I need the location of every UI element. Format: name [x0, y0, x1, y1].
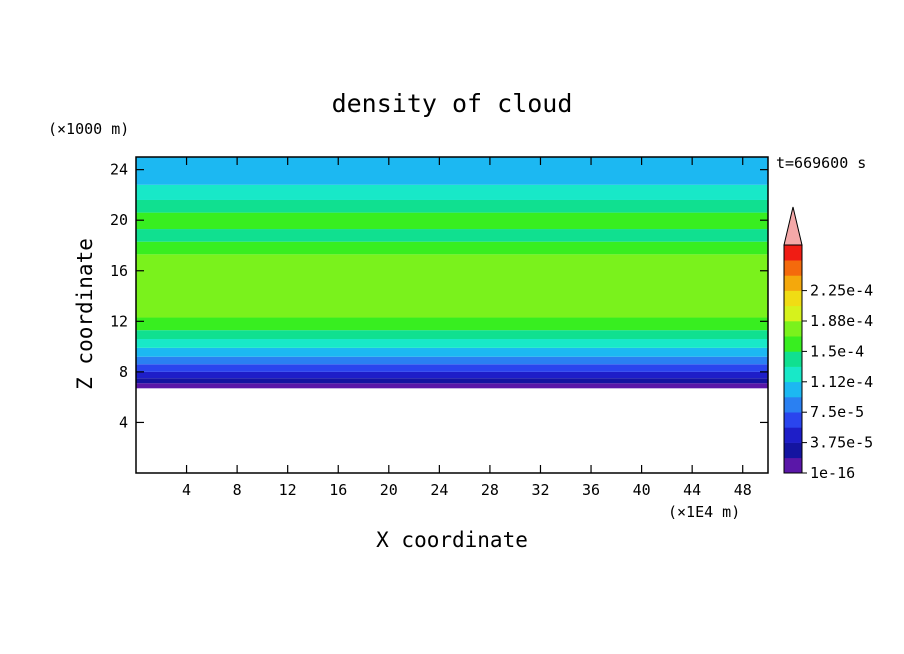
colorbar-swatch: [784, 336, 802, 352]
x-tick-label: 40: [633, 481, 651, 499]
contour-band: [136, 339, 768, 348]
contour-band: [136, 330, 768, 340]
x-tick-label: 32: [531, 481, 549, 499]
contour-plot-area: [136, 157, 768, 473]
contour-band: [136, 241, 768, 255]
time-label: t=669600 s: [776, 154, 866, 172]
colorbar-tick-label: 7.5e-5: [810, 403, 864, 421]
y-tick-label: 24: [110, 161, 128, 179]
contour-band: [136, 356, 768, 365]
y-tick-label: 16: [110, 262, 128, 280]
x-tick-label: 12: [279, 481, 297, 499]
colorbar-swatch: [784, 260, 802, 276]
x-axis-label: X coordinate: [376, 528, 528, 552]
x-tick-label: 16: [329, 481, 347, 499]
colorbar-tick-label: 1.12e-4: [810, 373, 873, 391]
colorbar-swatch: [784, 397, 802, 413]
y-tick-label: 8: [119, 363, 128, 381]
colorbar-swatch: [784, 381, 802, 398]
colorbar-tick-label: 2.25e-4: [810, 282, 873, 300]
colorbar-swatch: [784, 427, 802, 443]
colorbar-tick-label: 1.88e-4: [810, 312, 873, 330]
y-unit-label: (×1000 m): [48, 120, 129, 138]
colorbar-swatch: [784, 321, 802, 337]
y-tick-label: 12: [110, 312, 128, 330]
colorbar-extend-arrow: [783, 206, 803, 246]
colorbar-swatch: [784, 305, 802, 322]
x-tick-label: 24: [430, 481, 448, 499]
colorbar-swatch: [784, 351, 802, 367]
x-tick-label: 28: [481, 481, 499, 499]
contour-band: [136, 254, 768, 318]
contour-band: [136, 184, 768, 200]
x-tick-label: 44: [683, 481, 701, 499]
plot-frame: [135, 156, 769, 474]
contour-band: [136, 371, 768, 379]
x-tick-label: 8: [233, 481, 242, 499]
y-tick-label: 4: [119, 413, 128, 431]
colorbar-tick-label: 1e-16: [810, 464, 855, 482]
colorbar-swatch: [784, 275, 802, 291]
colorbar-swatch: [784, 245, 802, 261]
contour-band: [136, 157, 768, 160]
y-tick-label: 20: [110, 211, 128, 229]
contour-band: [136, 383, 768, 389]
contour-band: [136, 378, 768, 384]
colorbar-tick-label: 3.75e-5: [810, 434, 873, 452]
contour-band: [136, 229, 768, 242]
y-axis-label: Z coordinate: [73, 238, 97, 390]
x-tick-label: 20: [380, 481, 398, 499]
colorbar-swatch: [784, 366, 802, 383]
x-unit-label: (×1E4 m): [668, 503, 740, 521]
colorbar-tick-label: 1.5e-4: [810, 342, 864, 360]
contour-band: [136, 347, 768, 357]
x-tick-label: 36: [582, 481, 600, 499]
colorbar-swatch: [784, 412, 802, 428]
x-tick-label: 48: [734, 481, 752, 499]
contour-band: [136, 317, 768, 331]
colorbar-swatch: [784, 442, 802, 459]
chart-title: density of cloud: [332, 89, 573, 118]
contour-band: [136, 159, 768, 185]
contour-band: [136, 199, 768, 213]
contour-band: [136, 364, 768, 372]
colorbar-swatch: [784, 457, 802, 474]
colorbar-swatch: [784, 290, 802, 307]
contour-band: [136, 212, 768, 230]
colorbar: 1e-16 3.75e-5 7.5e-5 1.12e-4 1.5e-4 1.88e-4 2.…: [783, 206, 873, 482]
x-tick-label: 4: [182, 481, 191, 499]
